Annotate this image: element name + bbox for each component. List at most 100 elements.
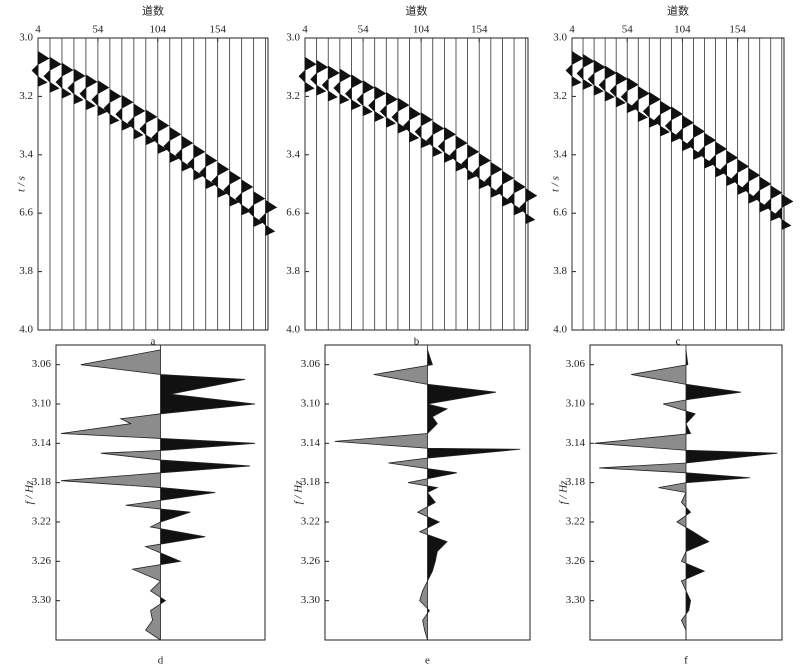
y-tick-label: 3.22	[32, 516, 51, 528]
y-tick-label: 3.2	[286, 90, 300, 102]
first-arrival	[587, 59, 606, 96]
x-tick-label: 104	[674, 24, 691, 36]
first-arrival	[187, 144, 206, 181]
first-arrival	[687, 123, 706, 160]
first-arrival	[333, 68, 352, 105]
first-arrival	[764, 185, 783, 222]
y-tick-label: 3.06	[32, 358, 52, 370]
y-tick-label: 3.18	[32, 476, 52, 488]
y-tick-label: 4.0	[19, 324, 33, 336]
first-arrival	[709, 141, 728, 178]
y-tick-label: 3.0	[286, 32, 300, 44]
first-arrival	[115, 94, 134, 131]
y-tick-label: 3.14	[566, 437, 586, 449]
first-arrival	[472, 153, 491, 190]
first-arrival	[631, 85, 650, 122]
first-arrival	[461, 144, 480, 181]
negative-fill	[334, 349, 428, 640]
y-tick-label: 3.2	[553, 90, 567, 102]
first-arrival	[576, 53, 595, 90]
y-tick-label: 3.4	[553, 148, 567, 160]
x-tick-label: 54	[358, 24, 370, 36]
first-arrival	[235, 179, 254, 216]
first-arrival	[379, 91, 398, 128]
y-tick-label: 3.30	[301, 594, 321, 606]
waveform	[60, 349, 256, 641]
y-tick-label: 3.4	[19, 148, 33, 160]
y-tick-label: 3.30	[566, 594, 586, 606]
first-arrival	[620, 77, 639, 114]
y-tick-label: 3.10	[301, 398, 321, 410]
first-arrival	[449, 135, 468, 172]
first-arrival	[163, 126, 182, 163]
first-arrival	[31, 50, 50, 87]
x-tick-label: 104	[150, 24, 167, 36]
y-tick-label: 3.22	[566, 516, 585, 528]
y-tick-label: 6.6	[286, 207, 300, 219]
y-tick-label: 3.8	[286, 265, 300, 277]
first-arrival	[175, 135, 194, 172]
first-arrival	[127, 103, 146, 140]
first-arrival	[484, 161, 503, 198]
y-tick-label: 3.18	[566, 476, 586, 488]
first-arrival	[259, 199, 278, 236]
first-arrival	[199, 153, 218, 190]
first-arrival	[43, 56, 62, 93]
panel-caption: d	[158, 655, 164, 667]
first-arrival	[675, 115, 695, 152]
y-tick-label: 6.6	[553, 207, 567, 219]
first-arrival	[496, 170, 515, 207]
negative-fill	[594, 349, 686, 640]
first-arrival	[321, 65, 340, 102]
first-arrival	[426, 120, 445, 157]
y-tick-label: 3.14	[301, 437, 321, 449]
y-tick-label: 3.06	[301, 358, 321, 370]
waveform	[334, 349, 521, 641]
first-arrival	[698, 132, 717, 169]
first-arrival	[414, 112, 433, 149]
y-axis-label: f / Hz	[24, 480, 36, 505]
first-arrival	[565, 50, 584, 87]
first-arrival	[247, 191, 266, 228]
first-arrival	[298, 56, 317, 93]
first-arrival	[664, 106, 683, 143]
first-arrival	[403, 106, 422, 143]
first-arrival	[368, 85, 387, 122]
first-arrival	[356, 80, 375, 117]
first-arrival	[79, 74, 98, 111]
first-arrival	[519, 188, 538, 225]
x-tick-label: 104	[413, 24, 430, 36]
x-tick-label: 154	[209, 24, 226, 36]
panel-caption: c	[676, 336, 681, 348]
first-arrival	[720, 150, 739, 187]
y-tick-label: 3.14	[32, 437, 52, 449]
x-tick-label: 154	[729, 24, 746, 36]
first-arrival	[345, 74, 364, 111]
panel-caption: a	[151, 336, 156, 348]
panel-caption: e	[425, 655, 430, 667]
first-arrival	[91, 80, 110, 117]
y-tick-label: 3.18	[301, 476, 321, 488]
x-axis-label: 道数	[142, 4, 164, 18]
y-axis-label: f / Hz	[293, 480, 305, 505]
x-tick-label: 4	[569, 24, 575, 36]
first-arrival	[139, 109, 158, 146]
x-tick-label: 4	[302, 24, 308, 36]
y-tick-label: 3.30	[32, 594, 52, 606]
first-arrival	[753, 176, 772, 213]
positive-fill	[160, 349, 256, 640]
first-arrival	[103, 88, 122, 125]
x-tick-label: 154	[471, 24, 488, 36]
first-arrival	[653, 100, 672, 137]
x-tick-label: 4	[35, 24, 41, 36]
first-arrival	[507, 179, 526, 216]
y-axis-label: t / s	[16, 176, 28, 192]
panel-caption: b	[414, 336, 420, 348]
first-arrival	[609, 71, 628, 108]
first-arrival	[310, 59, 329, 96]
y-tick-label: 3.10	[32, 398, 52, 410]
x-tick-label: 54	[622, 24, 634, 36]
panel-caption: f	[684, 655, 688, 667]
y-tick-label: 3.2	[19, 90, 33, 102]
